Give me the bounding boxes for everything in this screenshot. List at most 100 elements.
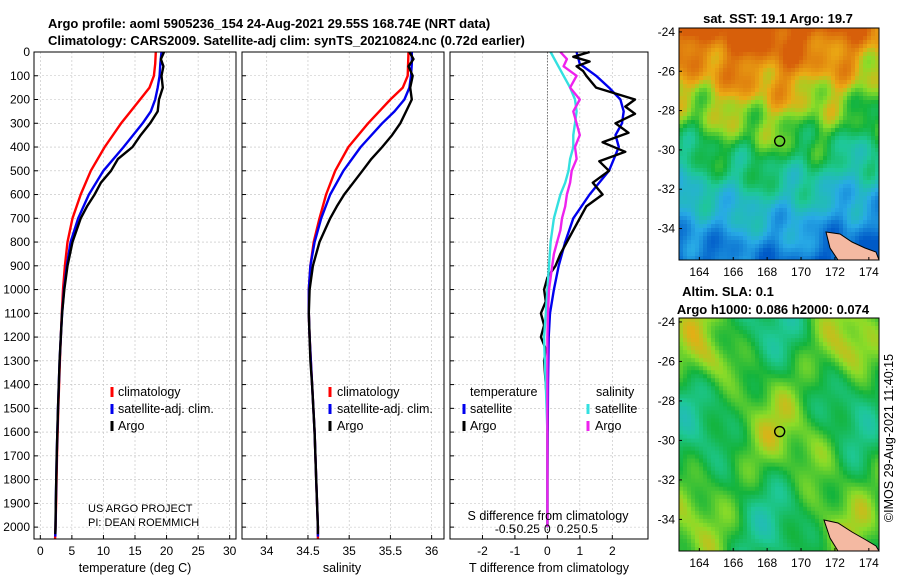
heatmap-cell	[747, 426, 752, 431]
heatmap-cell	[871, 160, 876, 165]
heatmap-cell	[763, 228, 768, 233]
heatmap-cell	[795, 180, 800, 185]
heatmap-cell	[715, 410, 720, 415]
heatmap-cell	[731, 76, 736, 81]
heatmap-cell	[855, 402, 860, 407]
heatmap-cell	[727, 216, 732, 221]
heatmap-cell	[831, 196, 836, 201]
heatmap-cell	[783, 172, 788, 177]
heatmap-cell	[819, 338, 824, 343]
heatmap-cell	[779, 354, 784, 359]
heatmap-cell	[703, 68, 708, 73]
heatmap-cell	[795, 212, 800, 217]
heatmap-cell	[843, 450, 848, 455]
heatmap-cell	[799, 402, 804, 407]
heatmap-cell	[791, 240, 796, 245]
heatmap-cell	[823, 168, 828, 173]
heatmap-cell	[715, 430, 720, 435]
heatmap-cell	[855, 204, 860, 209]
heatmap-cell	[875, 144, 880, 149]
heatmap-cell	[843, 28, 848, 33]
heatmap-cell	[679, 354, 684, 359]
heatmap-cell	[747, 132, 752, 137]
heatmap-cell	[743, 220, 748, 225]
heatmap-cell	[719, 164, 724, 169]
heatmap-cell	[743, 144, 748, 149]
heatmap-cell	[867, 326, 872, 331]
heatmap-cell	[703, 112, 708, 117]
heatmap-cell	[759, 164, 764, 169]
heatmap-cell	[851, 120, 856, 125]
heatmap-cell	[807, 160, 812, 165]
heatmap-cell	[751, 196, 756, 201]
heatmap-cell	[775, 370, 780, 375]
heatmap-cell	[787, 422, 792, 427]
heatmap-cell	[843, 204, 848, 209]
heatmap-cell	[851, 204, 856, 209]
heatmap-cell	[723, 164, 728, 169]
heatmap-cell	[723, 56, 728, 61]
heatmap-cell	[775, 252, 780, 257]
heatmap-cell	[699, 402, 704, 407]
heatmap-cell	[739, 40, 744, 45]
heatmap-cell	[831, 44, 836, 49]
heatmap-cell	[739, 208, 744, 213]
heatmap-cell	[743, 208, 748, 213]
heatmap-cell	[715, 36, 720, 41]
heatmap-cell	[875, 216, 880, 221]
heatmap-cell	[779, 68, 784, 73]
heatmap-cell	[759, 228, 764, 233]
title-line-1: Argo profile: aoml 5905236_154 24-Aug-20…	[48, 16, 490, 31]
heatmap-cell	[767, 152, 772, 157]
heatmap-cell	[679, 36, 684, 41]
heatmap-cell	[759, 192, 764, 197]
heatmap-cell	[787, 390, 792, 395]
heatmap-cell	[795, 330, 800, 335]
heatmap-cell	[723, 192, 728, 197]
heatmap-cell	[807, 338, 812, 343]
heatmap-cell	[767, 362, 772, 367]
heatmap-cell	[751, 330, 756, 335]
heatmap-cell	[875, 334, 880, 339]
heatmap-cell	[867, 192, 872, 197]
heatmap-cell	[791, 144, 796, 149]
heatmap-cell	[787, 248, 792, 253]
heatmap-cell	[687, 236, 692, 241]
heatmap-cell	[707, 148, 712, 153]
heatmap-cell	[791, 168, 796, 173]
heatmap-cell	[823, 108, 828, 113]
heatmap-cell	[739, 362, 744, 367]
heatmap-cell	[795, 68, 800, 73]
heatmap-cell	[719, 330, 724, 335]
heatmap-cell	[855, 40, 860, 45]
heatmap-cell	[727, 68, 732, 73]
heatmap-cell	[847, 80, 852, 85]
heatmap-cell	[719, 76, 724, 81]
heatmap-cell	[727, 326, 732, 331]
heatmap-cell	[839, 108, 844, 113]
heatmap-cell	[735, 402, 740, 407]
heatmap-cell	[867, 196, 872, 201]
heatmap-cell	[759, 140, 764, 145]
heatmap-cell	[739, 104, 744, 109]
heatmap-cell	[795, 422, 800, 427]
heatmap-cell	[759, 346, 764, 351]
heatmap-cell	[807, 224, 812, 229]
heatmap-cell	[843, 92, 848, 97]
heatmap-cell	[695, 140, 700, 145]
heatmap-cell	[771, 188, 776, 193]
heatmap-cell	[703, 430, 708, 435]
heatmap-cell	[727, 40, 732, 45]
heatmap-cell	[863, 434, 868, 439]
heatmap-cell	[819, 204, 824, 209]
heatmap-cell	[771, 442, 776, 447]
heatmap-cell	[775, 84, 780, 89]
heatmap-cell	[679, 362, 684, 367]
heatmap-cell	[867, 56, 872, 61]
heatmap-cell	[683, 36, 688, 41]
heatmap-cell	[775, 108, 780, 113]
heatmap-cell	[807, 232, 812, 237]
heatmap-cell	[735, 422, 740, 427]
heatmap-cell	[747, 164, 752, 169]
heatmap-cell	[683, 156, 688, 161]
